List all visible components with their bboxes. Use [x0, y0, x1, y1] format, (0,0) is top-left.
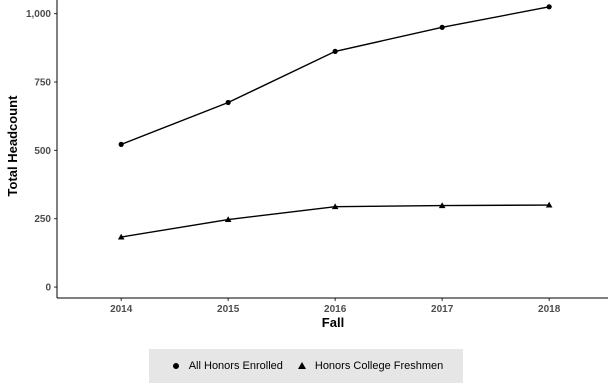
- series-line-freshmen: [121, 204, 550, 238]
- y-tick-label: 500: [34, 146, 51, 157]
- data-point-triangle: [117, 233, 125, 240]
- x-tick-label: 2015: [217, 304, 240, 315]
- y-axis-ticks: 0 250 500 750 1,000: [26, 9, 57, 294]
- data-point-triangle: [545, 201, 553, 208]
- legend-item-freshmen: Honors College Freshmen: [295, 359, 443, 373]
- triangle-marker-icon: [295, 359, 309, 373]
- data-point-circle: [546, 4, 552, 10]
- data-point-circle: [332, 48, 338, 54]
- circle-marker-icon: [169, 359, 183, 373]
- series-line-all-honors: [120, 6, 550, 146]
- legend-label-all-honors: All Honors Enrolled: [188, 360, 283, 372]
- x-tick-label: 2014: [110, 304, 133, 315]
- data-point-circle: [225, 99, 231, 106]
- x-tick-label: 2016: [324, 304, 347, 315]
- y-tick-label: 750: [34, 78, 51, 89]
- series-layer: [117, 4, 553, 240]
- y-axis-title: Total Headcount: [5, 95, 20, 197]
- x-tick-label: 2018: [538, 304, 561, 315]
- y-tick-label: 1,000: [26, 9, 51, 20]
- data-point-triangle: [224, 216, 232, 223]
- legend-label-freshmen: Honors College Freshmen: [314, 360, 444, 372]
- data-point-triangle: [438, 202, 446, 209]
- x-axis-ticks: 2014 2015 2016 2017 2018: [110, 298, 561, 315]
- data-point-circle: [118, 141, 124, 147]
- chart: 0 250 500 750 1,000 2014 2015 2016 2017 2018 Fal…: [5, 0, 608, 330]
- legend: All Honors Enrolled Honors College Fresh…: [149, 349, 463, 383]
- data-point-circle: [439, 24, 445, 30]
- x-axis-title: Fall: [322, 315, 344, 330]
- y-tick-label: 0: [45, 283, 51, 294]
- legend-item-all-honors: All Honors Enrolled: [169, 359, 283, 373]
- data-point-triangle: [331, 203, 339, 210]
- x-tick-label: 2017: [431, 304, 454, 315]
- y-tick-label: 250: [34, 214, 51, 225]
